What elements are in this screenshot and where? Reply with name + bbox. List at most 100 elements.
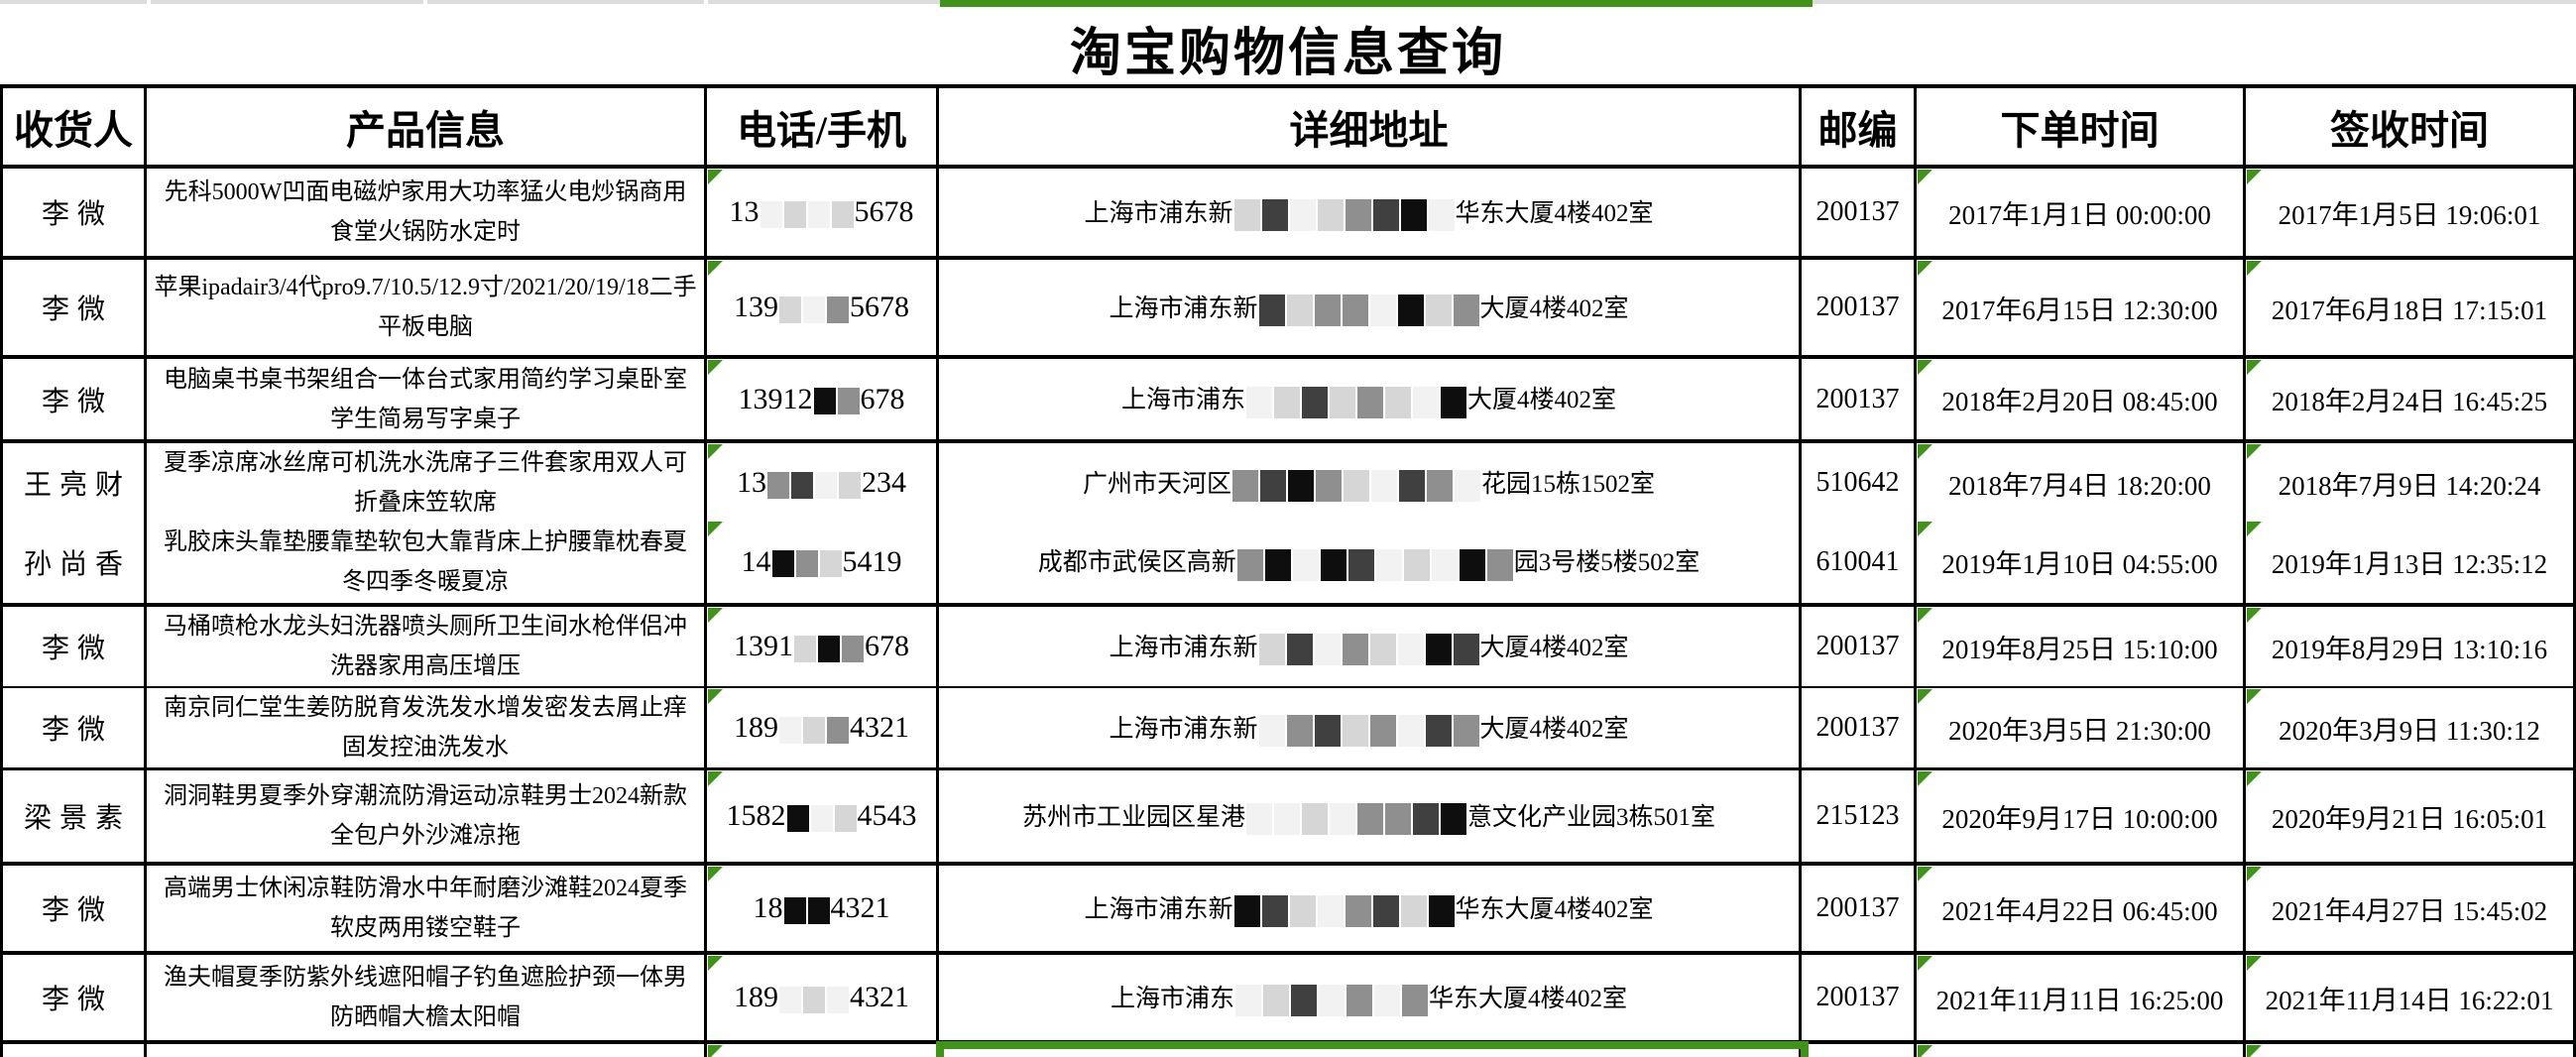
order-time-cell[interactable]: 2021年11月11日 16:25:00 [1917, 955, 2246, 1044]
redaction-block [1403, 548, 1430, 581]
order-time-cell[interactable]: 2019年1月10日 04:55:00 [1917, 521, 2246, 607]
recipient-cell[interactable] [0, 1044, 147, 1057]
address-cell[interactable]: 上海市浦东 大厦4楼402室 [939, 359, 1802, 443]
recipient-cell[interactable]: 李微 [0, 607, 147, 690]
product-cell[interactable]: 洞洞鞋男夏季外穿潮流防滑运动凉鞋男士2024新款全包户外沙滩凉拖 [147, 770, 707, 866]
product-cell[interactable]: 高端男士休闲凉鞋防滑水中年耐磨沙滩鞋2024夏季软皮两用镂空鞋子 [147, 866, 707, 955]
sign-time-cell[interactable]: 2020年3月9日 11:30:12 [2246, 688, 2576, 771]
column-header-address[interactable]: 详细地址 [939, 84, 1802, 169]
order-time-cell[interactable]: 2019年8月25日 15:10:00 [1917, 607, 2246, 690]
sign-time-cell[interactable]: 2019年1月13日 12:35:12 [2246, 521, 2576, 607]
recipient-cell[interactable]: 李微 [0, 955, 147, 1044]
product-cell[interactable] [147, 1044, 707, 1057]
phone-cell[interactable]: 13912 678 [707, 359, 939, 443]
postal-cell[interactable] [1802, 1044, 1917, 1057]
sign-time-cell[interactable]: 2017年1月5日 19:06:01 [2246, 169, 2576, 260]
product-cell[interactable]: 电脑桌书桌书架组合一体台式家用简约学习桌卧室学生简易写字桌子 [147, 359, 707, 443]
address-cell[interactable]: 上海市浦东新 华东大厦4楼402室 [939, 169, 1802, 260]
phone-cell[interactable]: 18 4321 [707, 866, 939, 955]
order-time-cell[interactable]: 2021年4月22日 06:45:00 [1917, 866, 2246, 955]
phone-cell[interactable]: 139 5678 [707, 260, 939, 359]
address: 成都市武侯区高新 园3号楼5楼502室 [1037, 542, 1699, 581]
postal-code-cell[interactable]: 200137 [1802, 359, 1917, 443]
error-indicator-triangle [2247, 867, 2262, 881]
phone-cell[interactable]: 13 234 [707, 443, 939, 527]
order-time-cell[interactable]: 2018年2月20日 08:45:00 [1917, 359, 2246, 443]
address-visible-prefix: 成都市武侯区高新 [1037, 549, 1236, 577]
error-indicator-triangle [2247, 1045, 2262, 1057]
redaction-block [1289, 199, 1316, 232]
postal-code-cell[interactable]: 200137 [1802, 607, 1917, 690]
address-cell[interactable]: 上海市浦东 华东大厦4楼402室 [939, 955, 1802, 1044]
order-time-cell[interactable]: 2017年6月15日 12:30:00 [1917, 260, 2246, 359]
error-indicator-triangle [1918, 867, 1932, 881]
address-cell[interactable]: 上海市浦东新 华东大厦4楼402室 [939, 866, 1802, 955]
sign-time-cell[interactable]: 2020年9月21日 16:05:01 [2246, 770, 2576, 866]
postal-code-cell[interactable]: 200137 [1802, 955, 1917, 1044]
order-time-cell[interactable]: 2020年3月5日 21:30:00 [1917, 688, 2246, 771]
product-cell[interactable]: 苹果ipadair3/4代pro9.7/10.5/12.9寸/2021/20/1… [147, 260, 707, 359]
product-cell[interactable]: 夏季凉席冰丝席可机洗水洗席子三件套家用双人可折叠床笠软席 [147, 443, 707, 527]
recipient-cell[interactable]: 王亮财 [0, 443, 147, 527]
product-cell[interactable]: 乳胶床头靠垫腰靠垫软包大靠背床上护腰靠枕春夏冬四季冬暖夏凉 [147, 521, 707, 607]
page-title[interactable]: 淘宝购物信息查询 [1069, 26, 1506, 82]
postal-code-cell[interactable]: 200137 [1802, 866, 1917, 955]
sign-time-cell[interactable]: 2021年4月27日 15:45:02 [2246, 866, 2576, 955]
order-time-cell[interactable]: 2020年9月17日 10:00:00 [1917, 770, 2246, 866]
product-cell[interactable]: 南京同仁堂生姜防脱育发洗发水增发密发去屑止痒固发控油洗发水 [147, 688, 707, 771]
product-cell[interactable]: 渔夫帽夏季防紫外线遮阳帽子钓鱼遮脸护颈一体男防晒帽大檐太阳帽 [147, 955, 707, 1044]
postal-code-cell[interactable]: 200137 [1802, 688, 1917, 771]
error-indicator-triangle [708, 360, 723, 375]
postal-code-cell[interactable]: 215123 [1802, 770, 1917, 866]
postal-code-cell[interactable]: 610041 [1802, 521, 1917, 607]
phone-cell[interactable]: 189 4321 [707, 955, 939, 1044]
phone-cell[interactable]: 1582 4543 [707, 770, 939, 866]
error-indicator-triangle [708, 867, 723, 881]
phone-cell[interactable]: 14 5419 [707, 521, 939, 607]
column-header-phone[interactable]: 电话/手机 [707, 84, 939, 169]
address-cell[interactable]: 广州市天河区 花园15栋1502室 [939, 443, 1802, 527]
sign-time-cell[interactable]: 2017年6月18日 17:15:01 [2246, 260, 2576, 359]
redaction-block [1316, 470, 1342, 503]
address-cell[interactable]: 上海市浦东新 大厦4楼402室 [939, 260, 1802, 359]
orders-table: 收货人 产品信息 电话/手机 详细地址 邮编 下单时间 签收时间 李微 先科5000W凹面电磁… [0, 84, 2576, 1057]
recipient-cell[interactable]: 李微 [0, 359, 147, 443]
redaction-block [779, 295, 801, 323]
address-cell[interactable]: 苏州市工业园区星港 意文化产业园3栋501室 [939, 770, 1802, 866]
postal-code-cell[interactable]: 200137 [1802, 260, 1917, 359]
recipient-cell[interactable]: 李微 [0, 688, 147, 771]
phone-cell[interactable] [707, 1044, 939, 1057]
sign_time-cell[interactable] [2246, 1044, 2576, 1057]
sign-time-cell[interactable]: 2018年7月9日 14:20:24 [2246, 443, 2576, 527]
recipient-cell[interactable]: 孙尚香 [0, 521, 147, 607]
phone-cell[interactable]: 13 5678 [707, 169, 939, 260]
order-time-cell[interactable]: 2018年7月4日 18:20:00 [1917, 443, 2246, 527]
product-cell[interactable]: 马桶喷枪水龙头妇洗器喷头厕所卫生间水枪伴侣冲洗器家用高压增压 [147, 607, 707, 690]
postal-code-cell[interactable]: 200137 [1802, 169, 1917, 260]
redaction-block [791, 471, 813, 499]
redaction-block [767, 471, 789, 499]
postal-code-cell[interactable]: 510642 [1802, 443, 1917, 527]
sign-time-cell[interactable]: 2018年2月24日 16:45:25 [2246, 359, 2576, 443]
phone-cell[interactable]: 189 4321 [707, 688, 939, 771]
address-cell[interactable]: 上海市浦东新 大厦4楼402室 [939, 688, 1802, 771]
product-cell[interactable]: 先科5000W凹面电磁炉家用大功率猛火电炒锅商用食堂火锅防水定时 [147, 169, 707, 260]
recipient-cell[interactable]: 李微 [0, 260, 147, 359]
sign-time-cell[interactable]: 2021年11月14日 16:22:01 [2246, 955, 2576, 1044]
recipient-cell[interactable]: 李微 [0, 866, 147, 955]
column-header-product[interactable]: 产品信息 [147, 84, 707, 169]
sign-time-cell[interactable]: 2019年8月29日 13:10:16 [2246, 607, 2576, 690]
order_time-cell[interactable] [1917, 1044, 2246, 1057]
column-header-order_time[interactable]: 下单时间 [1917, 84, 2246, 169]
phone-cell[interactable]: 1391 678 [707, 607, 939, 690]
address: 苏州市工业园区星港 意文化产业园3栋501室 [1022, 797, 1715, 836]
order-time-cell[interactable]: 2017年1月1日 00:00:00 [1917, 169, 2246, 260]
address-visible-prefix: 上海市浦东 [1120, 387, 1245, 414]
recipient-cell[interactable]: 梁景素 [0, 770, 147, 866]
column-header-sign_time[interactable]: 签收时间 [2246, 84, 2576, 169]
address-cell[interactable]: 成都市武侯区高新 园3号楼5楼502室 [939, 521, 1802, 607]
recipient-cell[interactable]: 李微 [0, 169, 147, 260]
column-header-postal[interactable]: 邮编 [1802, 84, 1917, 169]
column-header-recipient[interactable]: 收货人 [0, 84, 147, 169]
address-cell[interactable]: 上海市浦东新 大厦4楼402室 [939, 607, 1802, 690]
